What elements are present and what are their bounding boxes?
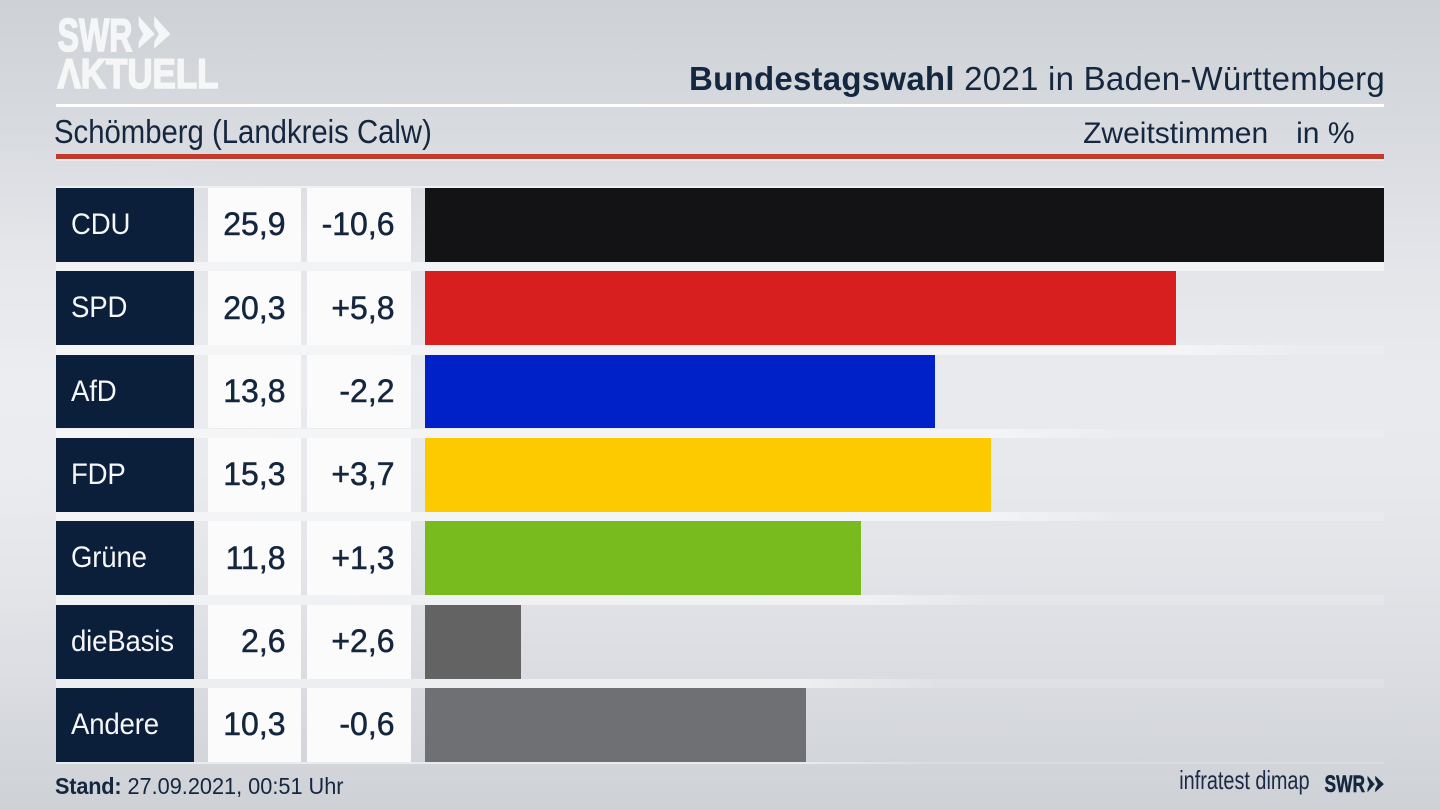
svg-text:SWR: SWR <box>1325 774 1366 796</box>
svg-text:ΛKTUELL: ΛKTUELL <box>58 50 219 94</box>
svg-text:SWR: SWR <box>58 14 133 61</box>
